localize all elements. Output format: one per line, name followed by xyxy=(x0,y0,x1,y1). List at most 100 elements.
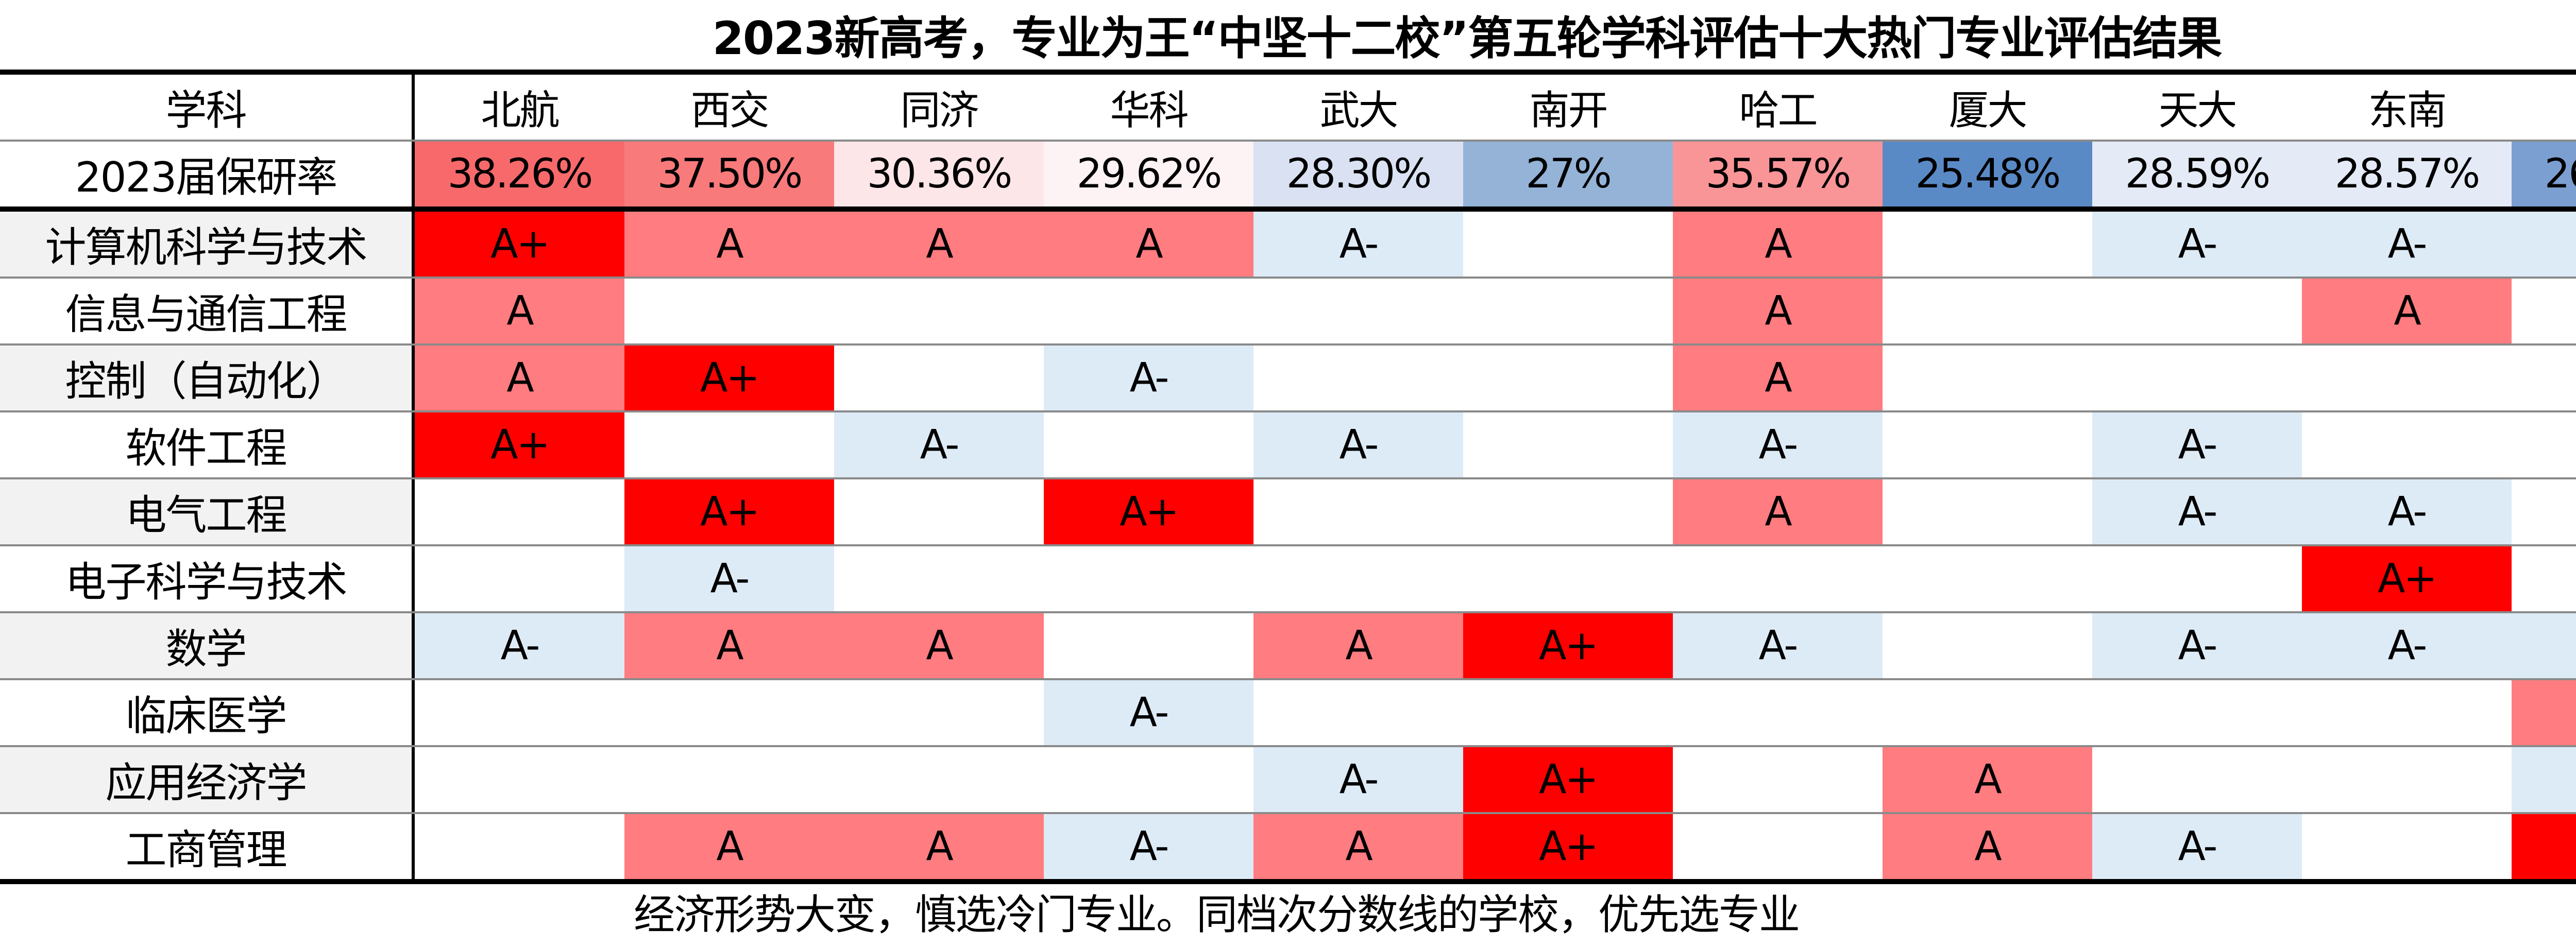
grade-cell: A xyxy=(1044,212,1253,277)
grade-cell xyxy=(834,346,1044,410)
school-header: 东南 xyxy=(2368,88,2447,134)
school-header: 北航 xyxy=(481,88,560,134)
subject-label: 电子科学与技术 xyxy=(0,546,415,611)
grade-cell: A+ xyxy=(1463,613,1673,678)
grade-cell xyxy=(1463,412,1673,477)
grade-cell: A- xyxy=(624,546,834,611)
grade-cell: A- xyxy=(2092,212,2302,277)
grade-cell: A- xyxy=(2512,747,2576,812)
grade-cell xyxy=(834,680,1044,745)
grade-cell xyxy=(1253,346,1463,410)
grade-cell xyxy=(1463,346,1673,410)
table-row: 软件工程 A+ A- A- A- A- xyxy=(0,410,2576,477)
grade-cell: A- xyxy=(2302,212,2512,277)
grade-cell xyxy=(2512,346,2576,410)
grade-cell: A+ xyxy=(624,479,834,544)
school-header: 中山 xyxy=(2512,75,2576,140)
subject-label: 应用经济学 xyxy=(0,747,415,812)
grade-cell: A+ xyxy=(1463,747,1673,812)
grade-cell xyxy=(1883,479,2092,544)
subject-label: 工商管理 xyxy=(0,814,415,879)
grade-cell xyxy=(1673,680,1883,745)
grade-cell: A+ xyxy=(1463,814,1673,879)
school-header: 西交 xyxy=(690,88,769,134)
grade-cell xyxy=(2092,279,2302,343)
grade-cell: A- xyxy=(2092,412,2302,477)
grade-cell xyxy=(2512,412,2576,477)
grade-cell: A xyxy=(624,212,834,277)
grade-cell xyxy=(2302,747,2512,812)
grade-cell: A xyxy=(2302,279,2512,343)
grade-cell xyxy=(1044,747,1253,812)
grade-cell: A+ xyxy=(2302,546,2512,611)
grade-cell xyxy=(1883,412,2092,477)
school-header: 华科 xyxy=(1110,88,1189,134)
page-title: 2023新高考，专业为王“中坚十二校”第五轮学科评估十大热门专业评估结果 xyxy=(712,12,2223,65)
grade-cell xyxy=(624,412,834,477)
rate-cell: 35.57% xyxy=(1673,142,1883,206)
grade-cell: A xyxy=(834,613,1044,678)
grade-cell: A xyxy=(415,279,624,343)
grade-cell: A xyxy=(1883,747,2092,812)
grade-cell: A- xyxy=(1673,613,1883,678)
grade-cell: A- xyxy=(1253,212,1463,277)
grade-cell: A xyxy=(2512,680,2576,745)
subject-label: 临床医学 xyxy=(0,680,415,745)
grade-cell xyxy=(624,680,834,745)
grade-cell xyxy=(2512,479,2576,544)
grade-cell xyxy=(415,479,624,544)
rate-cell: 29.62% xyxy=(1044,142,1253,206)
grade-cell xyxy=(1463,279,1673,343)
subject-label: 软件工程 xyxy=(0,412,415,477)
grade-cell xyxy=(1883,680,2092,745)
grade-cell: A xyxy=(1673,279,1883,343)
rate-cell: 25.48% xyxy=(1883,142,2092,206)
grade-cell: A xyxy=(1673,346,1883,410)
grade-cell: A- xyxy=(2512,613,2576,678)
grade-cell xyxy=(415,814,624,879)
grade-cell: A- xyxy=(1044,680,1253,745)
grade-cell xyxy=(1673,814,1883,879)
table-body: 计算机科学与技术A+AAAA-AA-A-A-A信息与通信工程AAAA+控制（自动… xyxy=(0,212,2576,879)
subject-label: 电气工程 xyxy=(0,479,415,544)
grade-cell xyxy=(834,279,1044,343)
rate-cell: 28.59% xyxy=(2092,142,2302,206)
grade-cell xyxy=(2092,546,2302,611)
grade-cell: A+ xyxy=(415,412,624,477)
table-top-rule xyxy=(0,70,2576,75)
grade-cell xyxy=(1883,613,2092,678)
school-header: 武大 xyxy=(1319,88,1398,134)
grade-cell: A xyxy=(1673,212,1883,277)
subject-label: 控制（自动化） xyxy=(0,346,415,410)
grade-cell xyxy=(1463,212,1673,277)
grade-cell: A- xyxy=(1673,412,1883,477)
grade-cell xyxy=(415,680,624,745)
grade-cell: A- xyxy=(2092,814,2302,879)
grade-cell: A- xyxy=(2512,212,2576,277)
grade-cell xyxy=(1253,279,1463,343)
evaluation-table: 学科 北航 西交 同济 华科 武大 南开 哈工 厦大 天大 东南 中山 北理 2… xyxy=(0,70,2576,884)
grade-cell xyxy=(1883,212,2092,277)
grade-cell: A+ xyxy=(1044,479,1253,544)
grade-cell: A+ xyxy=(624,346,834,410)
grade-cell: A xyxy=(415,346,624,410)
grade-cell: A+ xyxy=(415,212,624,277)
grade-cell xyxy=(1044,412,1253,477)
grade-cell xyxy=(415,546,624,611)
school-header: 哈工 xyxy=(1739,88,1818,134)
grade-cell: A+ xyxy=(2512,814,2576,879)
grade-cell xyxy=(1463,479,1673,544)
grade-cell xyxy=(834,546,1044,611)
rate-label: 2023届保研率 xyxy=(0,142,415,206)
grade-cell: A xyxy=(834,212,1044,277)
grade-cell xyxy=(1253,479,1463,544)
table-row: 临床医学 A- A xyxy=(0,678,2576,745)
grade-cell: A- xyxy=(2092,479,2302,544)
grade-cell: A- xyxy=(1253,412,1463,477)
subject-label: 信息与通信工程 xyxy=(0,279,415,343)
rate-cell: 37.50% xyxy=(624,142,834,206)
grade-cell xyxy=(1673,546,1883,611)
grade-cell xyxy=(1883,279,2092,343)
grade-cell xyxy=(1044,613,1253,678)
